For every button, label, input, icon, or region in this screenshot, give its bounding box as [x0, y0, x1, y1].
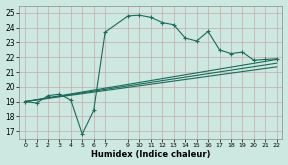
X-axis label: Humidex (Indice chaleur): Humidex (Indice chaleur)	[91, 150, 211, 159]
